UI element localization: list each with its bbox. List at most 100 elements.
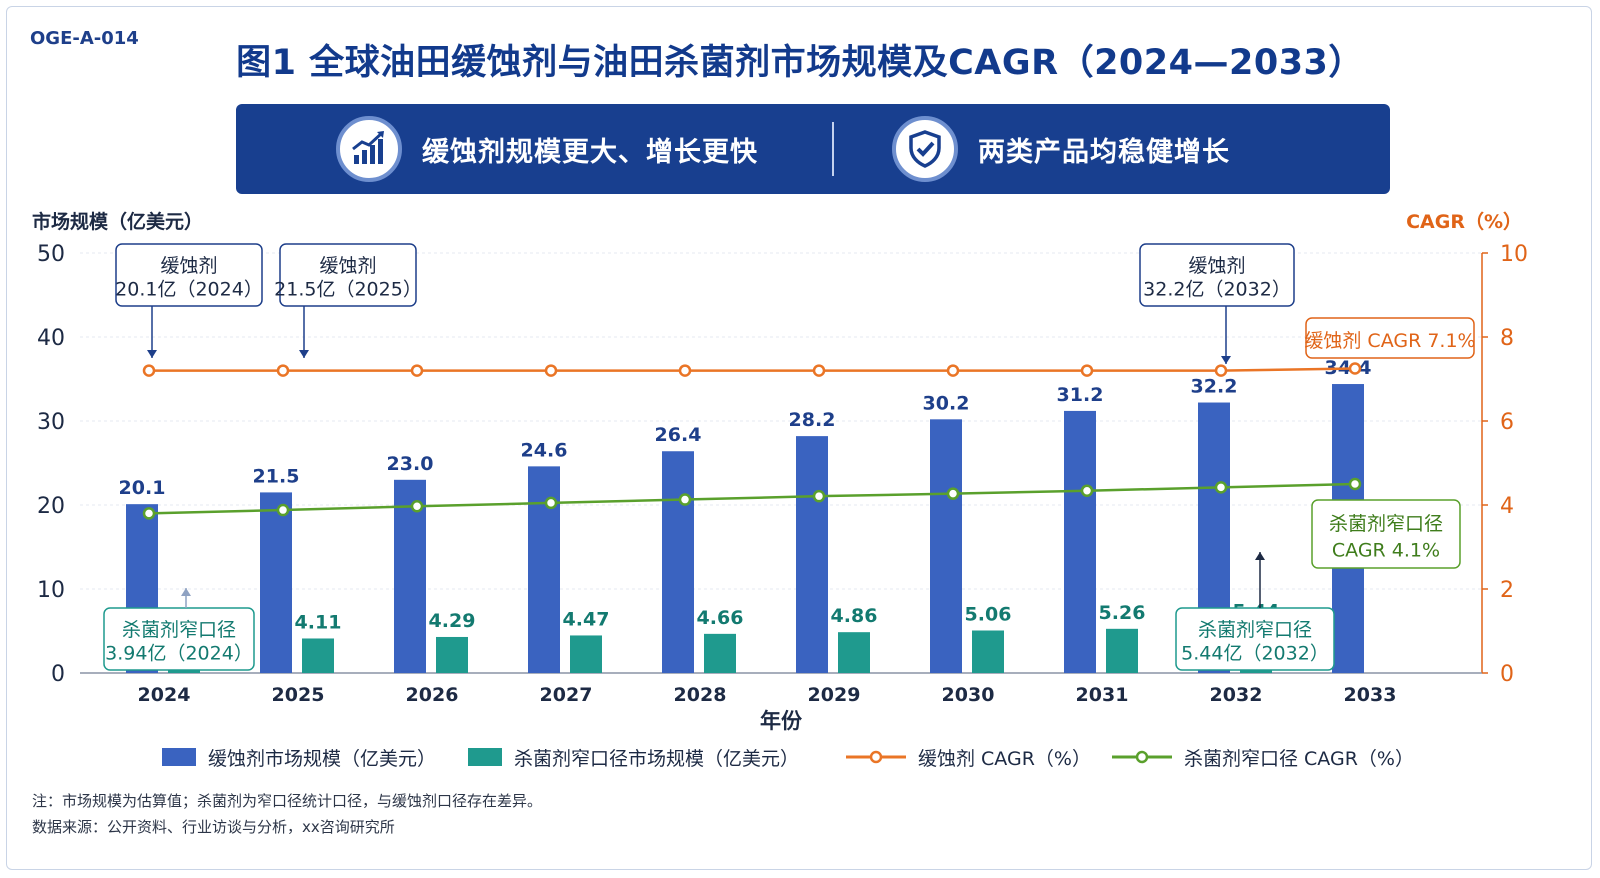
y-tick-label: 50 xyxy=(37,242,65,267)
callout-inhibitor-2024-text: 缓蚀剂 xyxy=(160,255,217,277)
y2-tick-label: 6 xyxy=(1500,410,1514,435)
bar-inhibitor xyxy=(930,419,962,673)
bar-inhibitor xyxy=(260,492,292,673)
data-label-biocide: 5.26 xyxy=(1099,602,1146,624)
legend-label: 缓蚀剂市场规模（亿美元） xyxy=(208,747,437,770)
banner-right-label: 两类产品均稳健增长 xyxy=(978,136,1230,168)
bar-inhibitor xyxy=(1064,410,1096,673)
data-label-inhibitor: 24.6 xyxy=(521,439,568,461)
legend-item-biocide-bar: 杀菌剂窄口径市场规模（亿美元） xyxy=(468,742,799,772)
bar-biocide xyxy=(570,635,602,673)
y-tick-label: 40 xyxy=(37,326,65,351)
shield-check-icon xyxy=(892,116,958,182)
x-tick-label: 2025 xyxy=(272,684,325,706)
x-axis-title: 年份 xyxy=(760,709,803,733)
bar-biocide xyxy=(1106,628,1138,673)
data-label-inhibitor: 21.5 xyxy=(253,465,300,487)
legend-item-inhibitor-cagr: 缓蚀剂 CAGR（%） xyxy=(846,742,1091,772)
bar-inhibitor xyxy=(528,466,560,673)
callout-biocide-2032-text: 杀菌剂窄口径 xyxy=(1198,619,1312,641)
callout-arrow-inhibitor-2025-head xyxy=(299,350,309,358)
data-label-inhibitor: 20.1 xyxy=(119,477,166,499)
legend-line-marker xyxy=(1112,750,1172,764)
chart-legend: 缓蚀剂市场规模（亿美元） 杀菌剂窄口径市场规模（亿美元） 缓蚀剂 CAGR（%）… xyxy=(0,742,1600,772)
data-label-biocide: 4.47 xyxy=(563,608,610,630)
x-tick-label: 2028 xyxy=(674,684,727,706)
y-tick-label: 30 xyxy=(37,410,65,435)
bar-biocide xyxy=(972,630,1004,673)
bar-biocide xyxy=(704,633,736,673)
y-tick-label: 0 xyxy=(51,662,65,687)
data-label-inhibitor: 31.2 xyxy=(1057,384,1104,406)
biocide-cagr-point xyxy=(1348,477,1362,491)
legend-label: 杀菌剂窄口径 CAGR（%） xyxy=(1184,747,1414,770)
bar-biocide xyxy=(838,632,870,673)
x-tick-label: 2027 xyxy=(540,684,593,706)
document-id: OGE-A-014 xyxy=(30,28,139,49)
right-axis-title: CAGR（%） xyxy=(1406,211,1522,233)
callout-biocide-cagr-text: 杀菌剂窄口径 xyxy=(1329,513,1443,535)
legend-swatch xyxy=(468,748,502,766)
callout-biocide-2024-box xyxy=(103,607,255,671)
source-note: 数据来源：公开资料、行业访谈与分析，xx咨询研究所 xyxy=(32,818,395,836)
x-tick-label: 2030 xyxy=(942,684,995,706)
y2-tick-label: 8 xyxy=(1500,326,1514,351)
callout-biocide-cagr: 杀菌剂窄口径 CAGR 4.1% xyxy=(1311,499,1461,569)
data-label-inhibitor: 26.4 xyxy=(655,424,702,446)
callout-biocide-cagr-box xyxy=(1311,499,1461,569)
legend-item-inhibitor-bar: 缓蚀剂市场规模（亿美元） xyxy=(162,742,436,772)
bar-biocide xyxy=(436,636,468,673)
biocide-cagr-point xyxy=(1214,481,1228,494)
data-label-biocide: 4.11 xyxy=(295,611,342,633)
data-label-biocide: 4.29 xyxy=(429,610,476,632)
x-tick-label: 2024 xyxy=(138,684,191,706)
inhibitor-cagr-point xyxy=(946,364,960,377)
biocide-cagr-point xyxy=(142,507,156,520)
biocide-cagr-point xyxy=(1080,484,1094,497)
inhibitor-cagr-point xyxy=(1080,364,1094,377)
data-label-inhibitor: 23.0 xyxy=(387,453,434,475)
data-label-biocide: 4.86 xyxy=(831,605,878,627)
inhibitor-cagr-point xyxy=(410,364,424,377)
y2-tick-label: 2 xyxy=(1500,578,1514,603)
callout-arrow-biocide-2024-head xyxy=(181,588,191,596)
inhibitor-cagr-point xyxy=(1348,362,1362,375)
inhibitor-cagr-point xyxy=(1214,364,1228,377)
legend-label: 杀菌剂窄口径市场规模（亿美元） xyxy=(514,747,800,770)
summary-banner: 缓蚀剂规模更大、增长更快 两类产品均稳健增长 xyxy=(236,104,1390,194)
inhibitor-cagr-line xyxy=(149,367,1356,372)
footnote: 注：市场规模为估算值；杀菌剂为窄口径统计口径，与缓蚀剂口径存在差异。 xyxy=(32,792,543,810)
y2-tick-label: 4 xyxy=(1500,494,1514,519)
biocide-cagr-line xyxy=(148,482,1356,515)
x-tick-label: 2029 xyxy=(808,684,861,706)
x-tick-label: 2032 xyxy=(1210,684,1263,706)
callout-inhibitor-2032-box xyxy=(1139,243,1295,307)
callout-arrow-inhibitor-2024-head xyxy=(147,350,157,358)
legend-label: 缓蚀剂 CAGR（%） xyxy=(918,747,1091,770)
callout-inhibitor-2024-text: 20.1亿（2024） xyxy=(115,279,263,301)
data-label-biocide: 4.66 xyxy=(697,607,744,629)
callout-inhibitor-2025-box xyxy=(279,243,417,307)
data-label-inhibitor: 30.2 xyxy=(923,392,970,414)
chart-title: 图1 全球油田缓蚀剂与油田杀菌剂市场规模及CAGR（2024—2033） xyxy=(236,43,1364,83)
inhibitor-cagr-point xyxy=(276,364,290,377)
y2-tick-label: 0 xyxy=(1500,662,1514,687)
bar-inhibitor xyxy=(394,479,426,673)
callout-biocide-2032-text: 5.44亿（2032） xyxy=(1181,643,1329,665)
legend-swatch xyxy=(162,748,196,766)
callout-biocide-2032-box xyxy=(1175,607,1335,671)
bar-biocide xyxy=(302,638,334,673)
y2-tick-label: 10 xyxy=(1500,242,1528,267)
legend-item-biocide-cagr: 杀菌剂窄口径 CAGR（%） xyxy=(1112,742,1414,772)
callout-inhibitor-2032-text: 32.2亿（2032） xyxy=(1143,279,1291,301)
bar-inhibitor xyxy=(662,451,694,673)
y-tick-label: 20 xyxy=(37,494,65,519)
callout-biocide-2024-text: 杀菌剂窄口径 xyxy=(122,619,236,641)
inhibitor-cagr-point xyxy=(544,364,558,377)
callout-inhibitor-cagr-text: 缓蚀剂 CAGR 7.1% xyxy=(1304,330,1475,352)
